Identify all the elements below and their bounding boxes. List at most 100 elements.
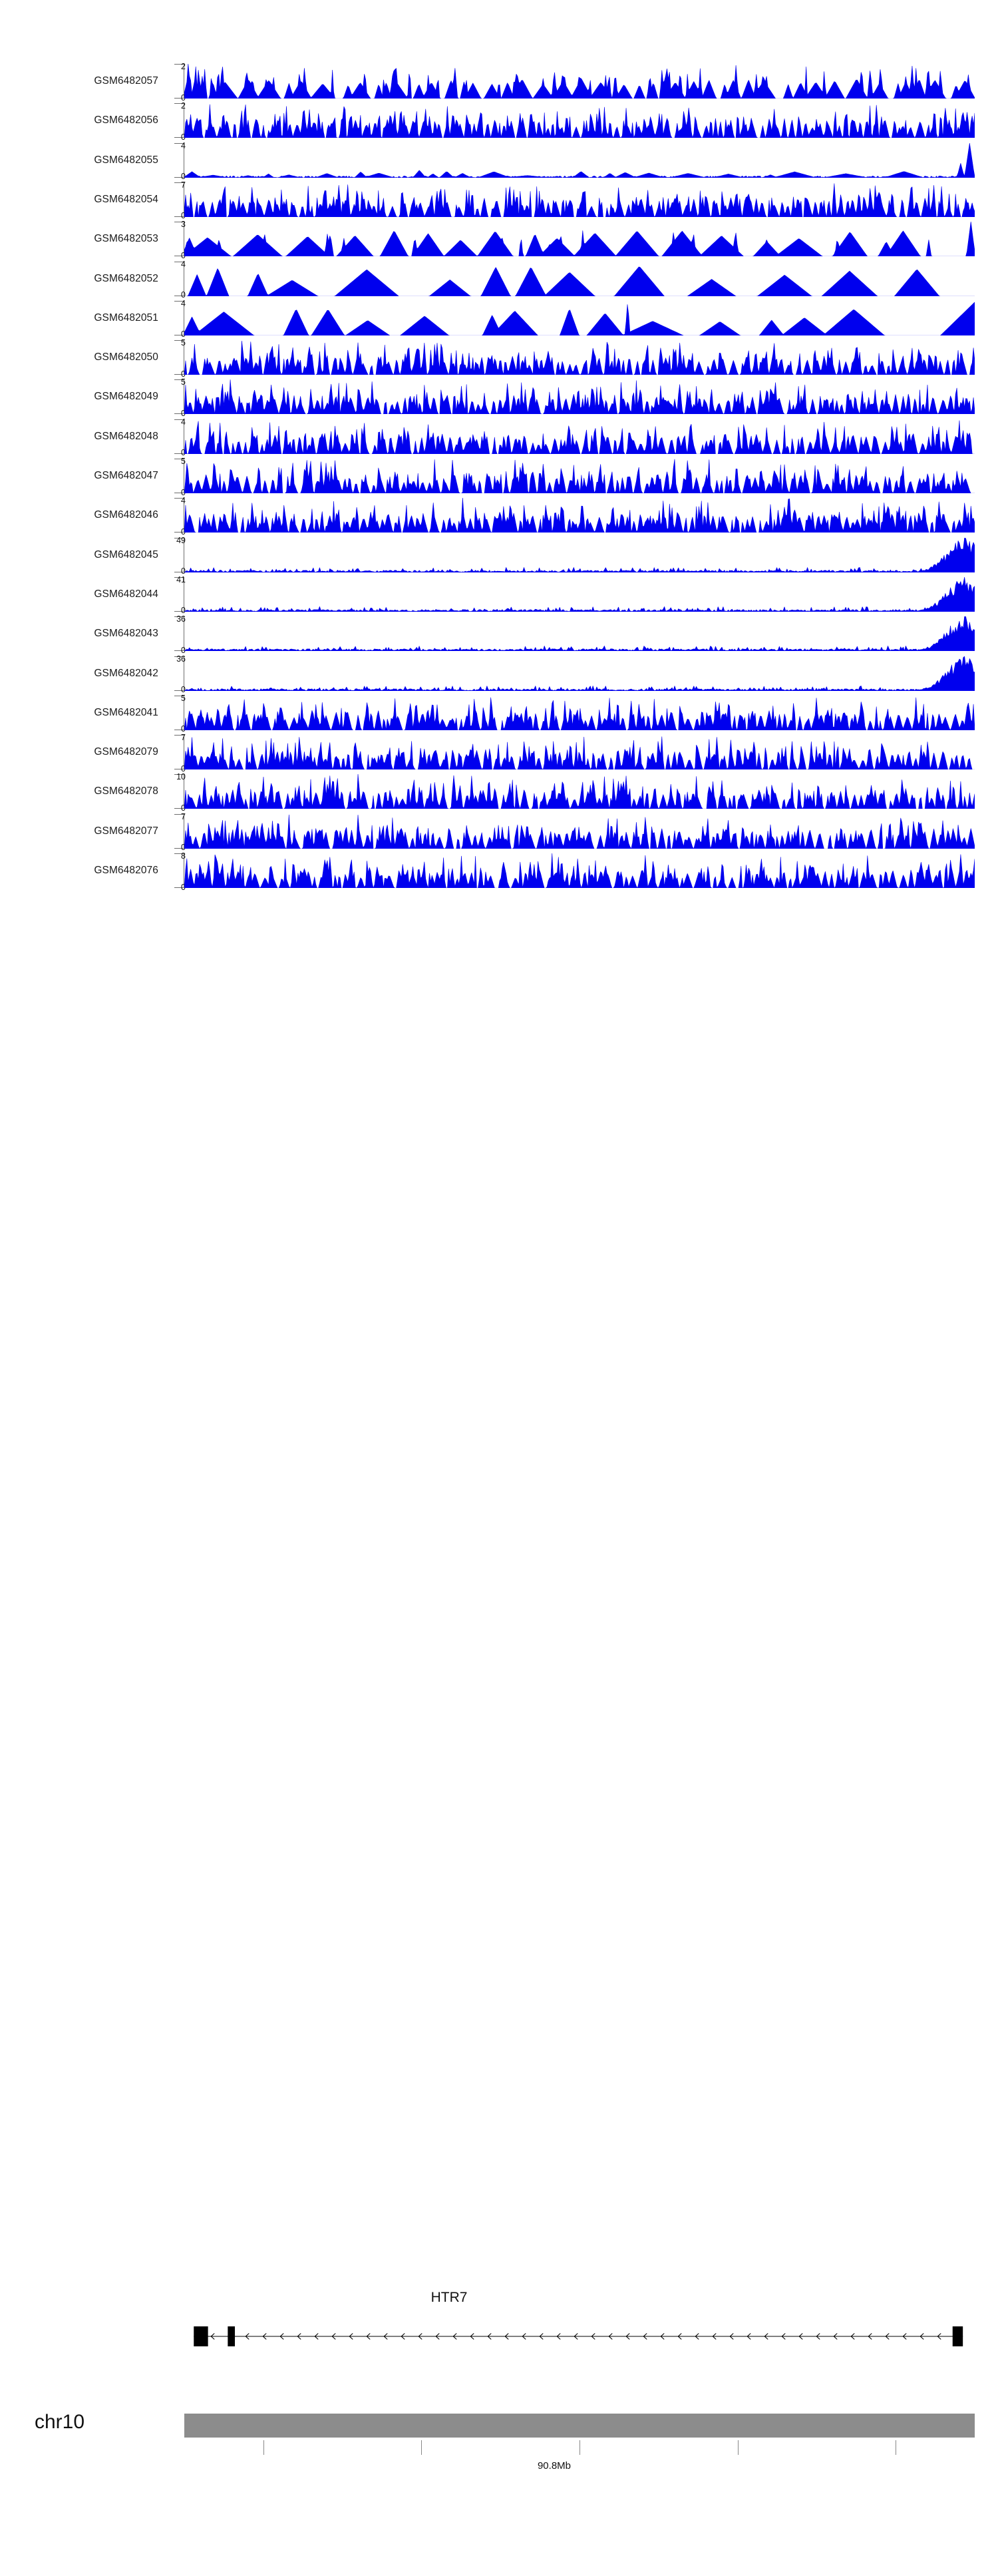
coverage-track: GSM6482047 5 0 — [0, 457, 998, 497]
chromosome-tick — [737, 2440, 739, 2455]
coverage-plot-area — [184, 301, 975, 335]
coverage-plot-area — [184, 419, 975, 454]
y-axis-min-label: 0 — [181, 724, 186, 734]
y-axis-max-label: 41 — [176, 574, 186, 584]
track-sample-label: GSM6482052 — [94, 272, 158, 284]
y-axis-max-label: 3 — [181, 220, 186, 230]
gene-model-track: HTR7 — [0, 2290, 998, 2370]
track-sample-label: GSM6482050 — [94, 351, 158, 363]
chromosome-tick-marks — [184, 2440, 975, 2458]
y-axis-min-label: 0 — [181, 803, 186, 813]
coverage-plot-area — [184, 459, 975, 493]
coverage-track: GSM6482045 49 0 — [0, 535, 998, 575]
y-axis-min-label: 0 — [181, 132, 186, 142]
y-axis-tick — [174, 413, 184, 415]
y-axis-max-label: 10 — [176, 772, 186, 782]
y-axis-tick — [174, 847, 184, 849]
gene-name-label: HTR7 — [430, 2290, 468, 2305]
y-axis-tick — [174, 813, 184, 815]
track-sample-label: GSM6482078 — [94, 785, 158, 797]
chromosome-axis: chr10 90.8Mb — [0, 2396, 998, 2516]
track-sample-label: GSM6482043 — [94, 628, 158, 640]
y-axis-min-label: 0 — [181, 487, 186, 497]
track-sample-label: GSM6482056 — [94, 114, 158, 126]
y-axis-max-label: 5 — [181, 693, 186, 703]
track-sample-label: GSM6482047 — [94, 470, 158, 481]
coverage-track: GSM6482077 7 0 — [0, 813, 998, 853]
y-axis-tick — [174, 176, 184, 178]
y-axis-tick — [174, 374, 184, 375]
track-sample-label: GSM6482076 — [94, 865, 158, 876]
coverage-track: GSM6482076 8 0 — [0, 851, 998, 891]
y-axis-tick — [174, 453, 184, 454]
y-axis-tick — [174, 690, 184, 691]
y-axis-min-label: 0 — [181, 527, 186, 537]
coverage-plot-area — [184, 498, 975, 533]
y-axis-max-label: 36 — [176, 614, 186, 624]
coverage-track: GSM6482042 36 0 — [0, 654, 998, 694]
y-axis-tick — [174, 808, 184, 809]
y-axis-min-label: 0 — [181, 882, 186, 892]
chromosome-label: chr10 — [35, 2411, 85, 2433]
y-axis-max-label: 2 — [181, 62, 186, 71]
y-axis-max-label: 5 — [181, 457, 186, 466]
y-axis-tick — [174, 853, 184, 854]
y-axis-min-label: 0 — [181, 93, 186, 103]
y-axis-tick — [174, 98, 184, 99]
y-axis-tick — [174, 650, 184, 652]
coverage-plot-area — [184, 696, 975, 730]
coverage-track: GSM6482044 41 0 — [0, 574, 998, 616]
y-axis-min-label: 0 — [181, 763, 186, 773]
chromosome-tick — [421, 2440, 422, 2455]
coverage-plot-area — [184, 616, 975, 652]
coverage-track: GSM6482055 4 0 — [0, 142, 998, 182]
coverage-plot-area — [184, 64, 975, 99]
y-axis-min-label: 0 — [181, 172, 186, 182]
y-axis-max-label: 49 — [176, 535, 186, 545]
track-sample-label: GSM6482054 — [94, 193, 158, 205]
y-axis-max-label: 7 — [181, 180, 186, 190]
chromosome-bar — [184, 2414, 975, 2438]
coverage-plot-area — [184, 774, 975, 809]
y-axis-tick — [174, 103, 184, 105]
coverage-plot-area — [184, 537, 975, 572]
y-axis-min-label: 0 — [181, 408, 186, 418]
y-axis-tick — [174, 340, 184, 341]
y-axis-min-label: 0 — [181, 645, 186, 655]
y-axis-tick — [174, 498, 184, 499]
gene-model-diagram — [194, 2326, 963, 2346]
y-axis-tick — [174, 887, 184, 888]
track-sample-label: GSM6482044 — [94, 588, 158, 600]
coverage-track: GSM6482057 2 0 — [0, 62, 998, 102]
track-sample-label: GSM6482051 — [94, 312, 158, 323]
track-sample-label: GSM6482048 — [94, 430, 158, 442]
track-sample-label: GSM6482045 — [94, 548, 158, 560]
y-axis-min-label: 0 — [181, 606, 186, 616]
y-axis-min-label: 0 — [181, 843, 186, 853]
y-axis-min-label: 0 — [181, 448, 186, 458]
y-axis-tick — [174, 656, 184, 657]
coverage-track: GSM6482053 3 0 — [0, 220, 998, 260]
track-sample-label: GSM6482046 — [94, 509, 158, 521]
track-sample-label: GSM6482049 — [94, 391, 158, 403]
y-axis-min-label: 0 — [181, 566, 186, 576]
coverage-plot-area — [184, 340, 975, 375]
coverage-plot-area — [184, 379, 975, 415]
track-sample-label: GSM6482057 — [94, 75, 158, 87]
coverage-track: GSM6482043 36 0 — [0, 614, 998, 654]
coverage-plot-area — [184, 656, 975, 691]
coverage-track: GSM6482049 5 0 — [0, 378, 998, 417]
track-sample-label: GSM6482055 — [94, 154, 158, 166]
coverage-plot-area — [184, 182, 975, 217]
y-axis-min-label: 0 — [181, 250, 186, 260]
y-axis-min-label: 0 — [181, 685, 186, 694]
coverage-track: GSM6482046 4 0 — [0, 497, 998, 536]
y-axis-tick — [174, 182, 184, 183]
coverage-plot-area — [184, 103, 975, 138]
y-axis-max-label: 2 — [181, 101, 186, 111]
y-axis-max-label: 4 — [181, 259, 186, 269]
y-axis-max-label: 8 — [181, 851, 186, 861]
y-axis-max-label: 4 — [181, 298, 186, 308]
y-axis-max-label: 4 — [181, 417, 186, 427]
